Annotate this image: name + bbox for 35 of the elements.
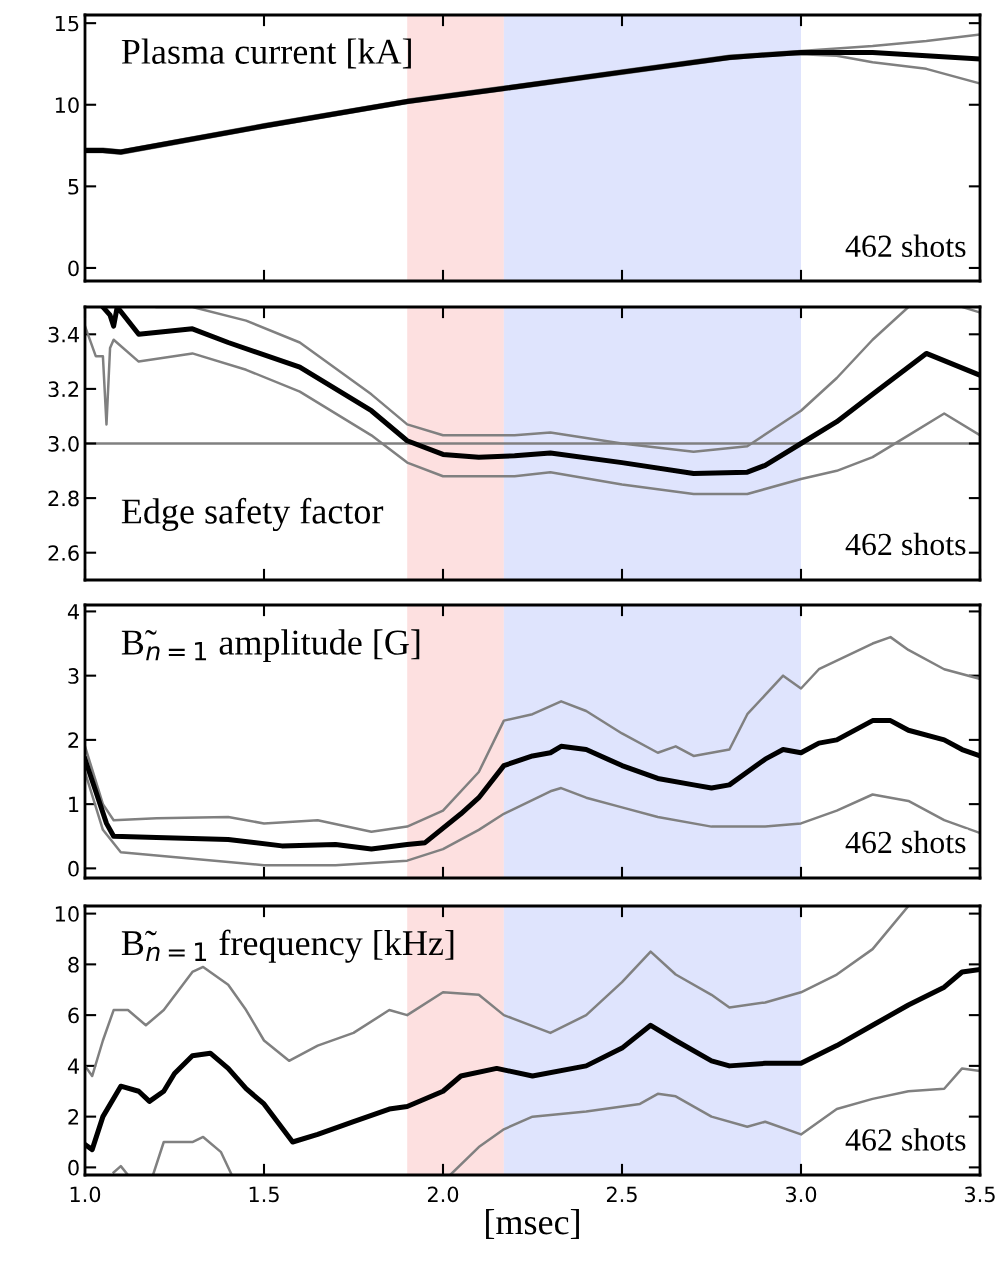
y-tick-label: 5 — [68, 179, 79, 195]
y-tick-label: 3.4 — [48, 326, 79, 343]
y-tick-label: 2 — [68, 732, 79, 748]
x-tick-label: 2.0 — [427, 1186, 459, 1203]
x-tick-label: 3.5 — [965, 1186, 995, 1203]
annotation: 462 shots — [845, 1128, 966, 1151]
y-tick-label: 2.6 — [48, 545, 79, 561]
y-tick-label: 10 — [55, 97, 79, 113]
annotation: 462 shots — [845, 830, 966, 854]
y-tick-label: 3.0 — [48, 435, 79, 452]
x-tick-label: 2.5 — [606, 1186, 637, 1203]
y-tick-label: 1 — [69, 796, 79, 813]
y-tick-label: 0 — [68, 1159, 79, 1176]
x-tick-label: 1.5 — [249, 1186, 279, 1203]
y-tick-label: 4 — [67, 1058, 79, 1074]
y-tick-label: 6 — [68, 1007, 79, 1024]
x-axis-title: [msec] — [486, 1209, 579, 1239]
y-tick-label: 0 — [68, 860, 79, 877]
x-tick-label: 3.0 — [786, 1186, 817, 1203]
annotation: B̃$_{n=1}$ amplitude [G] — [121, 629, 420, 663]
y-tick-label: 3.2 — [48, 381, 79, 398]
y-tick-label: 8 — [68, 956, 79, 973]
annotation: 462 shots — [845, 532, 966, 556]
annotation: Edge safety factor — [121, 497, 384, 532]
annotation: Plasma current [kA] — [121, 38, 411, 69]
annotation: B̃$_{n=1}$ frequency [kHz] — [121, 929, 454, 963]
y-tick-label: 3 — [68, 668, 79, 684]
y-tick-label: 10 — [55, 906, 79, 922]
y-tick-label: 15 — [55, 15, 79, 32]
y-tick-label: 2 — [68, 1109, 79, 1125]
annotation: 462 shots — [845, 234, 966, 258]
x-tick-label: 1.0 — [70, 1186, 101, 1203]
y-tick-label: 0 — [68, 260, 79, 277]
y-tick-label: 2.8 — [48, 490, 79, 507]
y-tick-label: 4 — [67, 604, 79, 620]
